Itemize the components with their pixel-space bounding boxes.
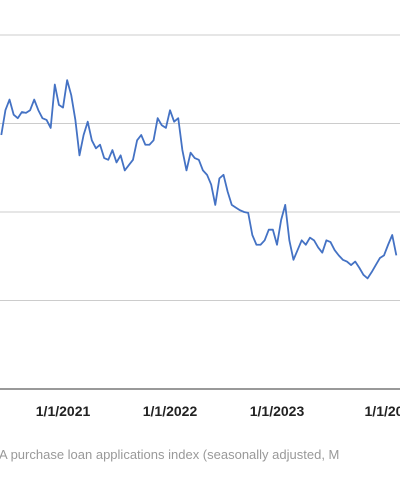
x-tick-label: 1/1/2023 xyxy=(250,403,305,419)
x-tick-label: 1/1/2022 xyxy=(143,403,198,419)
data-line xyxy=(0,79,398,280)
caption: A purchase loan applications index (seas… xyxy=(0,447,339,462)
x-tick-label: 1/1/20 xyxy=(365,403,400,419)
x-tick-label: 1/1/2021 xyxy=(36,403,91,419)
